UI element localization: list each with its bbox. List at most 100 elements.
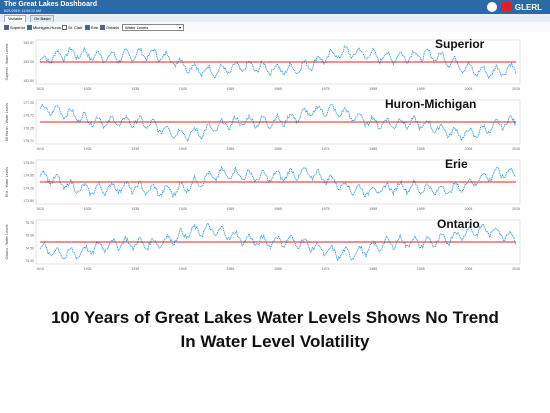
- y-tick-label: 183.26: [23, 60, 34, 64]
- select-value: Water Levels: [125, 25, 149, 30]
- checkbox-michigan-huron[interactable]: Michigan-Huron: [27, 25, 61, 30]
- x-tick-label: 1945: [179, 267, 187, 271]
- y-tick-label: 174.26: [23, 186, 34, 190]
- x-tick-label: 1915: [36, 207, 44, 211]
- lake-label: Erie: [445, 157, 468, 171]
- y-tick-label: 175.71: [23, 139, 34, 143]
- x-tick-label: 1995: [417, 267, 425, 271]
- x-tick-label: 2005: [465, 147, 473, 151]
- app-header: The Great Lakes Dashboard 6/21/2019, 11:…: [0, 0, 550, 14]
- x-tick-label: 1965: [274, 87, 282, 91]
- x-tick-label: 1985: [369, 147, 377, 151]
- timestamp: 6/21/2019, 11:54:12 AM: [4, 9, 41, 13]
- caption-line-2: In Water Level Volatility: [180, 332, 370, 351]
- x-tick-label: 2015: [512, 207, 520, 211]
- x-tick-label: 1925: [84, 267, 92, 271]
- checkbox-box[interactable]: [27, 25, 32, 30]
- checkbox-label: Superior: [10, 25, 26, 30]
- x-tick-label: 1955: [227, 267, 235, 271]
- x-tick-label: 1955: [227, 87, 235, 91]
- x-tick-label: 1955: [227, 207, 235, 211]
- water-level-charts: Superior - Water Levels 183.67 183.26 182.8…: [5, 37, 521, 271]
- y-axis-label: Erie - Water Levels: [5, 167, 9, 197]
- x-tick-label: 2015: [512, 267, 520, 271]
- x-tick-label: 1985: [369, 207, 377, 211]
- glerl-logo: GLERL: [514, 2, 542, 12]
- caption-line-1: 100 Years of Great Lakes Water Levels Sh…: [51, 308, 499, 327]
- series-line: [39, 45, 517, 80]
- checkbox-label: St. Clair: [68, 25, 83, 30]
- series-line: [39, 165, 517, 199]
- x-tick-label: 1975: [322, 87, 330, 91]
- checkbox-ontario[interactable]: Ontario: [100, 25, 119, 30]
- checkbox-box[interactable]: [4, 25, 9, 30]
- x-tick-label: 1965: [274, 147, 282, 151]
- y-tick-label: 182.84: [23, 79, 34, 83]
- usace-logo-icon: [500, 2, 511, 12]
- x-tick-label: 1935: [131, 207, 139, 211]
- header-logos: GLERL: [486, 0, 542, 14]
- checkbox-label: Michigan-Huron: [33, 25, 62, 30]
- x-tick-label: 1975: [322, 267, 330, 271]
- x-tick-label: 1975: [322, 207, 330, 211]
- x-tick-label: 1915: [36, 267, 44, 271]
- lake-label: Superior: [435, 37, 485, 51]
- x-tick-label: 1995: [417, 87, 425, 91]
- lake-label: Ontario: [437, 217, 480, 231]
- x-tick-label: 1955: [227, 147, 235, 151]
- x-tick-label: 1945: [179, 147, 187, 151]
- y-tick-label: 73.90: [25, 259, 34, 263]
- x-tick-label: 1935: [131, 267, 139, 271]
- lake-label: Huron-Michigan: [385, 97, 476, 111]
- x-tick-label: 1965: [274, 207, 282, 211]
- y-axis-label: Superior - Water Levels: [5, 43, 9, 80]
- x-tick-label: 1985: [369, 267, 377, 271]
- controls-bar: Superior Michigan-Huron St. Clair Erie O…: [0, 22, 550, 32]
- x-tick-label: 1945: [179, 207, 187, 211]
- x-tick-label: 2005: [465, 87, 473, 91]
- series-line: [39, 103, 517, 143]
- x-tick-label: 1925: [84, 87, 92, 91]
- checkbox-erie[interactable]: Erie: [85, 25, 98, 30]
- checkbox-box[interactable]: [85, 25, 90, 30]
- checkbox-superior[interactable]: Superior: [4, 25, 25, 30]
- x-tick-label: 1995: [417, 207, 425, 211]
- y-axis-label: Ontario - Water Levels: [5, 224, 9, 259]
- y-tick-label: 183.67: [23, 41, 34, 45]
- x-tick-label: 1935: [131, 147, 139, 151]
- chevron-down-icon[interactable]: ▾: [178, 25, 181, 30]
- x-tick-label: 1925: [84, 207, 92, 211]
- x-tick-label: 1915: [36, 147, 44, 151]
- x-tick-label: 1925: [84, 147, 92, 151]
- x-tick-label: 1995: [417, 147, 425, 151]
- tab-on-basin[interactable]: On Basin: [30, 15, 55, 22]
- x-tick-label: 1965: [274, 267, 282, 271]
- y-tick-label: 75.06: [25, 234, 34, 238]
- y-tick-label: 173.84: [23, 199, 34, 203]
- tab-variable[interactable]: Variable: [4, 15, 27, 22]
- checkbox-box[interactable]: [62, 25, 67, 30]
- y-tick-label: 174.65: [23, 174, 34, 178]
- y-tick-label: 75.70: [25, 221, 34, 225]
- variable-select[interactable]: Water Levels ▾: [122, 24, 184, 31]
- x-tick-label: 1985: [369, 87, 377, 91]
- caption: 100 Years of Great Lakes Water Levels Sh…: [0, 306, 550, 354]
- x-tick-label: 2005: [465, 267, 473, 271]
- y-tick-label: 177.25: [23, 101, 34, 105]
- checkbox-st-clair[interactable]: St. Clair: [62, 25, 82, 30]
- y-tick-label: 175.04: [23, 161, 34, 165]
- checkbox-label: Ontario: [106, 25, 120, 30]
- noaa-logo-icon: [486, 2, 497, 12]
- x-tick-label: 1935: [131, 87, 139, 91]
- y-tick-label: 176.25: [23, 126, 34, 130]
- series-line: [39, 222, 517, 262]
- checkbox-label: Erie: [91, 25, 99, 30]
- checkbox-box[interactable]: [100, 25, 105, 30]
- x-tick-label: 1945: [179, 87, 187, 91]
- x-tick-label: 2015: [512, 87, 520, 91]
- x-tick-label: 1915: [36, 87, 44, 91]
- y-tick-label: 176.72: [23, 114, 34, 118]
- x-tick-label: 2005: [465, 207, 473, 211]
- y-tick-label: 74.50: [25, 246, 34, 250]
- x-tick-label: 1975: [322, 147, 330, 151]
